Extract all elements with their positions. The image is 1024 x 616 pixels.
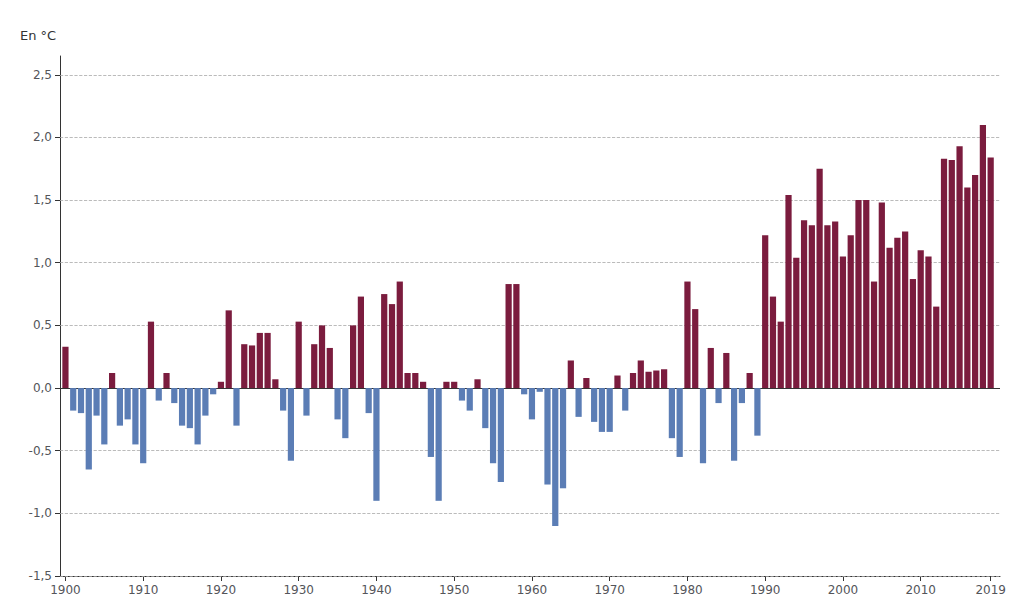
svg-text:0,0: 0,0: [33, 381, 52, 395]
svg-text:2,5: 2,5: [33, 68, 52, 82]
svg-text:1980: 1980: [672, 583, 703, 597]
svg-text:1970: 1970: [594, 583, 625, 597]
svg-text:1910: 1910: [128, 583, 159, 597]
svg-text:-1,5: -1,5: [29, 569, 52, 583]
svg-text:2010: 2010: [905, 583, 936, 597]
svg-text:2000: 2000: [828, 583, 859, 597]
svg-text:-1,0: -1,0: [29, 506, 52, 520]
svg-text:2,0: 2,0: [33, 130, 52, 144]
svg-text:1990: 1990: [750, 583, 781, 597]
svg-text:En °C: En °C: [20, 28, 56, 43]
svg-text:1930: 1930: [283, 583, 314, 597]
svg-text:1940: 1940: [361, 583, 392, 597]
svg-text:1960: 1960: [517, 583, 548, 597]
svg-text:1950: 1950: [439, 583, 470, 597]
svg-text:0,5: 0,5: [33, 318, 52, 332]
svg-text:1900: 1900: [50, 583, 81, 597]
svg-text:1920: 1920: [206, 583, 237, 597]
svg-text:2019: 2019: [975, 583, 1006, 597]
svg-text:1,5: 1,5: [33, 193, 52, 207]
svg-text:1,0: 1,0: [33, 256, 52, 270]
svg-text:-0,5: -0,5: [29, 444, 52, 458]
